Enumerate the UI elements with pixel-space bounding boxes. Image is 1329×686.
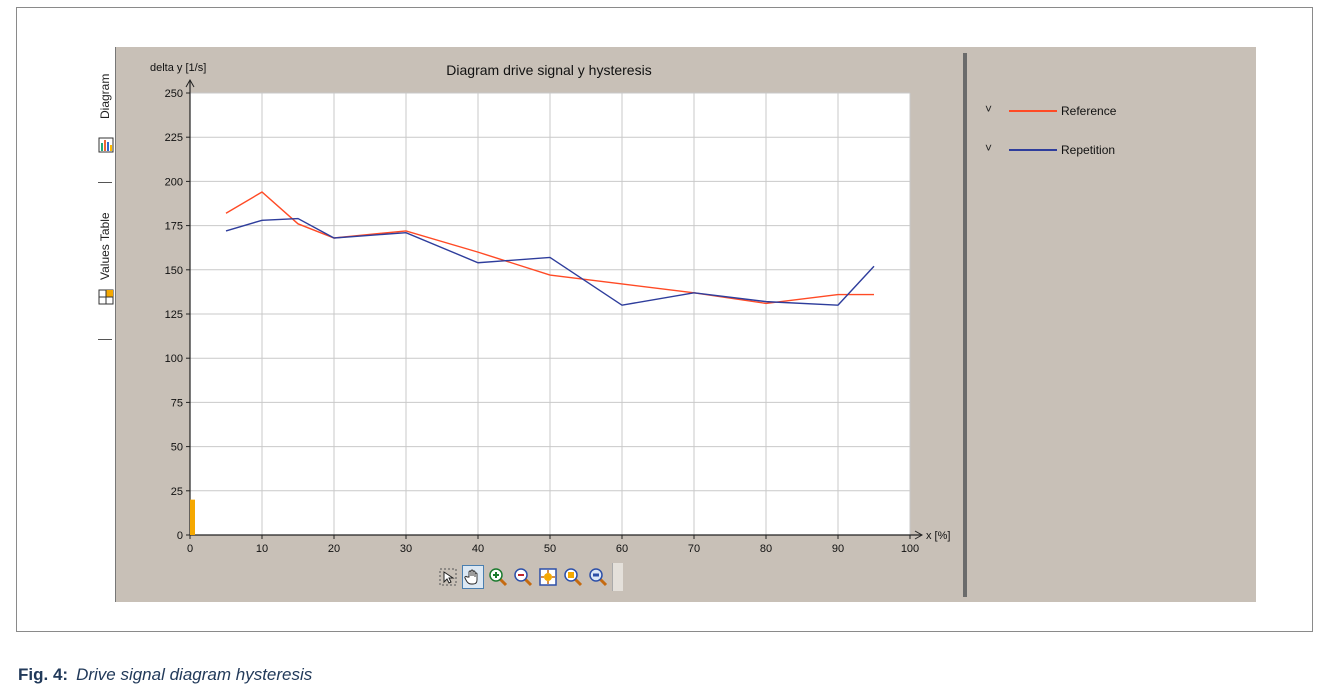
y-tick-label: 250 [165,88,183,100]
y-tick-label: 100 [165,353,183,365]
gridlines [190,92,911,535]
y-tick-label: 25 [171,486,183,498]
pointer-icon [439,568,457,586]
zoom-1to1-icon [589,568,608,587]
zoom-fit-button[interactable] [537,565,559,589]
chart-title: Diagram drive signal y hysteresis [446,62,651,78]
pan-tool-button[interactable] [462,565,484,589]
x-tick-label: 30 [400,543,412,555]
axes [185,78,924,540]
y-tick-label: 0 [177,530,183,542]
legend-label: Reference [1061,104,1117,118]
tab-values-table[interactable]: Values Table [96,187,116,337]
chart-toolbar [437,562,623,592]
zoom-area-button[interactable] [562,565,584,589]
zoom-in-icon [489,568,508,587]
zoom-out-button[interactable] [512,565,534,589]
zoom-reset-button[interactable] [587,565,609,589]
x-axis-label: x [%] [926,530,950,542]
x-tick-label: 60 [616,543,628,555]
x-tick-label: 0 [187,543,193,555]
x-tick-label: 70 [688,543,700,555]
tab-diagram[interactable]: Diagram [96,51,116,171]
x-tick-label: 90 [832,543,844,555]
y-tick-label: 50 [171,442,183,454]
tab-separator [98,339,112,340]
legend-swatch [1009,110,1057,112]
x-tick-label: 10 [256,543,268,555]
select-tool-button[interactable] [437,565,459,589]
x-tick-label: 50 [544,543,556,555]
caption-label: Fig. 4: [18,665,69,684]
x-tick-label: 20 [328,543,340,555]
side-tab-strip: Diagram Values Table [96,47,116,602]
diagram-icon [98,137,114,153]
caption-text: Drive signal diagram hysteresis [76,665,313,684]
y-tick-label: 200 [165,176,183,188]
zoom-fit-icon [539,568,557,586]
panel-splitter[interactable] [963,53,967,597]
x-tick-label: 80 [760,543,772,555]
legend-label: Repetition [1061,143,1116,157]
legend-swatch [1009,149,1057,151]
y-axis-label: delta y [1/s] [150,62,206,74]
chevron-down-icon[interactable]: ˅ [985,141,993,155]
y-axis-arrow [185,78,195,88]
hand-icon [464,569,478,585]
zoom-in-button[interactable] [487,565,509,589]
y-tick-label: 75 [171,397,183,409]
tab-separator [98,182,112,183]
toolbar-grip[interactable] [612,563,623,591]
x-axis-arrow [914,530,924,540]
figure-caption: Fig. 4: Drive signal diagram hysteresis [18,665,312,685]
table-icon [98,289,114,305]
y-tick-label: 150 [165,265,183,277]
zoom-out-icon [514,568,533,587]
zoom-area-icon [564,568,583,587]
x-tick-label: 100 [901,543,919,555]
series-line-repetition [225,217,875,306]
y-tick-label: 125 [165,309,183,321]
chevron-down-icon[interactable]: ˅ [985,102,993,116]
x-tick-label: 40 [472,543,484,555]
y-tick-label: 225 [165,132,183,144]
data-marks [190,191,875,535]
origin-marker [190,499,195,535]
y-tick-label: 175 [165,221,183,233]
tick-labels: 0 10 20 30 40 50 60 70 80 90 100 0 25 50 75 100 125 150 17… [165,88,920,555]
